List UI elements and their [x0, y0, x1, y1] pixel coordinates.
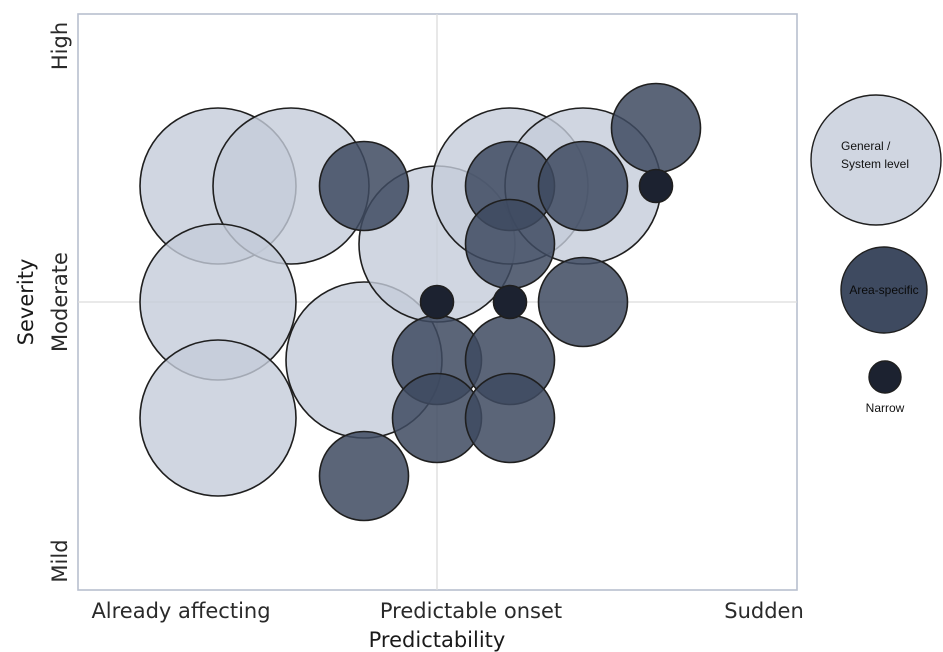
bubble-medium-10 — [464, 372, 556, 464]
bubble-small-2 — [419, 284, 455, 320]
bubble-medium-1 — [318, 140, 410, 232]
x-tick-label: Already affecting — [91, 599, 270, 623]
y-tick-label: Moderate — [48, 252, 72, 352]
bubble-medium-6 — [537, 256, 629, 348]
bubble-small-3 — [492, 284, 528, 320]
legend: General / System level Area-specific Narrow — [810, 94, 942, 415]
legend-label-area: Area-specific — [849, 283, 918, 297]
y-tick-label: Mild — [48, 539, 72, 582]
bubble-large-4 — [139, 339, 297, 497]
bubble-medium-3 — [464, 198, 556, 290]
series-medium — [318, 82, 702, 522]
legend-label-general-line2: System level — [841, 157, 909, 171]
legend-swatch-medium — [840, 246, 928, 334]
legend-swatch-large — [810, 94, 942, 226]
legend-label-general: General / — [841, 139, 891, 153]
bubble-medium-5 — [610, 82, 702, 174]
y-tick-label: High — [48, 22, 72, 70]
y-axis-title: Severity — [14, 259, 38, 346]
bubble-medium-11 — [318, 430, 410, 522]
x-tick-label: Predictable onset — [380, 599, 562, 623]
x-tick-label: Sudden — [724, 599, 804, 623]
x-axis-title: Predictability — [369, 628, 506, 652]
legend-swatch-small — [868, 360, 902, 394]
bubble-medium-4 — [537, 140, 629, 232]
bubble-small-1 — [638, 168, 674, 204]
series-small — [419, 168, 674, 320]
legend-label-narrow: Narrow — [866, 401, 905, 415]
